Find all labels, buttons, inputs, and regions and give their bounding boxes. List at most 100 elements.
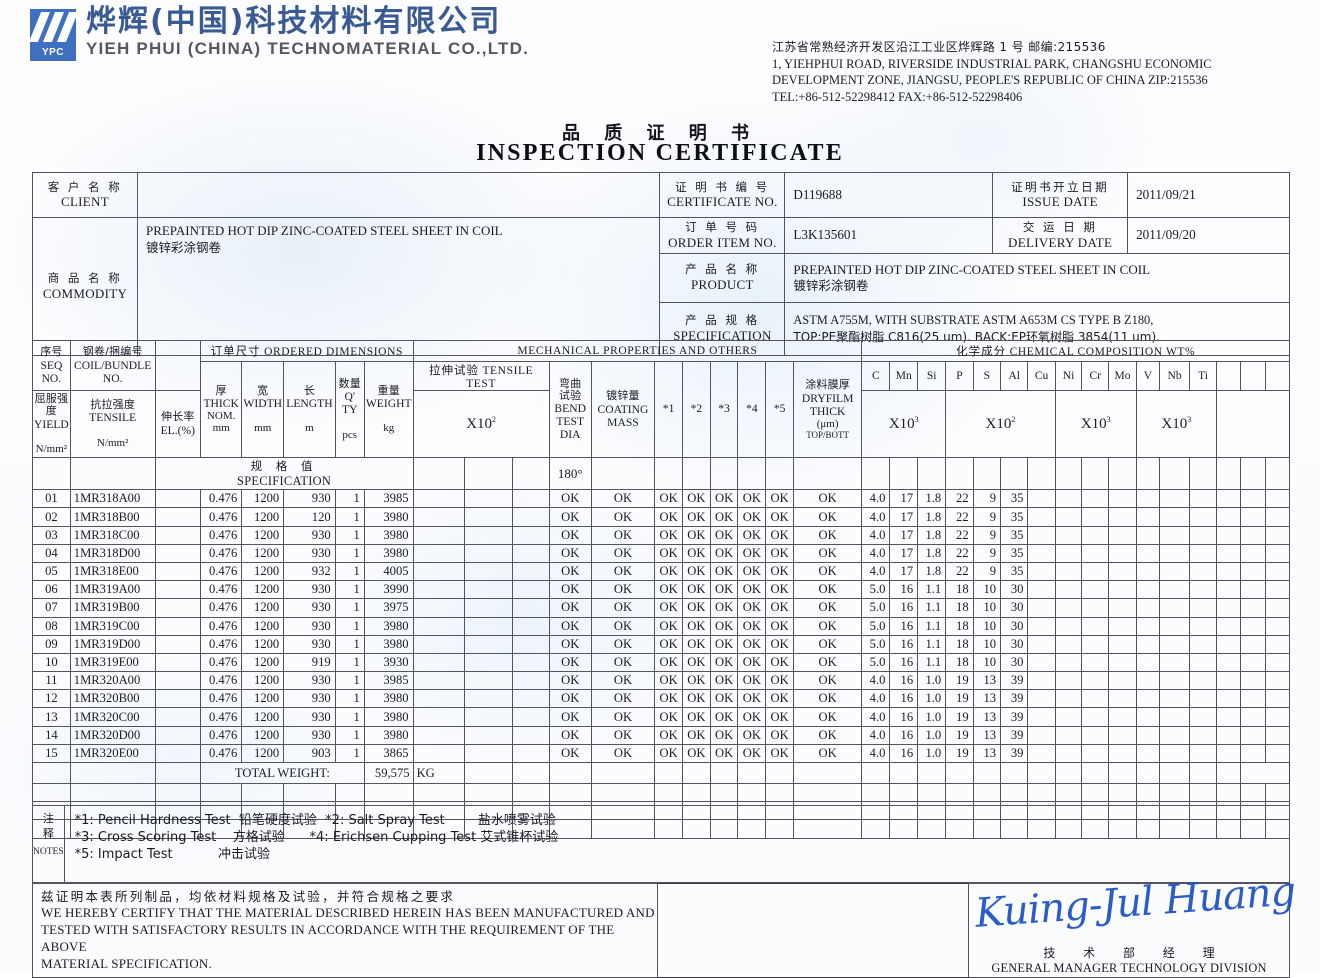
test-2-cell: OK bbox=[681, 489, 711, 509]
test-1-cell: OK bbox=[654, 507, 683, 527]
chem-cu-cell bbox=[1027, 507, 1056, 527]
chem-al-cell: 39 bbox=[1000, 707, 1029, 727]
chem-ni-cell bbox=[1054, 507, 1083, 527]
chem-ti-cell bbox=[1189, 580, 1217, 600]
bend-test-cell: OK bbox=[548, 652, 592, 673]
bend-test-cell: OK bbox=[548, 725, 592, 745]
bend-test-cell: OK bbox=[548, 561, 592, 582]
yield-cell bbox=[412, 671, 465, 691]
chem-ni-cell bbox=[1054, 707, 1083, 727]
width-cell: 1200 bbox=[241, 652, 285, 673]
chem-al-cell: 35 bbox=[1000, 507, 1029, 527]
chem-cr-cell bbox=[1081, 671, 1110, 691]
empty-cell bbox=[154, 783, 202, 803]
chem-cu-cell bbox=[1027, 489, 1056, 509]
chem-v-cell bbox=[1135, 616, 1160, 636]
chem-mn-cell: 16 bbox=[889, 725, 919, 745]
thickness-cell: 0.476 bbox=[200, 525, 243, 545]
test-5-cell: OK bbox=[765, 671, 794, 691]
order-no-label: 订 单 号 码 ORDER ITEM NO. bbox=[659, 217, 786, 254]
elongation-cell bbox=[512, 725, 550, 745]
total-blank-15 bbox=[972, 762, 1002, 785]
spec-row-b2 bbox=[1240, 457, 1266, 491]
chem-p-cell: 18 bbox=[945, 598, 974, 618]
chem-c-cell: 4.0 bbox=[861, 525, 891, 545]
chem-al-cell: 30 bbox=[1000, 634, 1029, 654]
quantity-cell: 1 bbox=[334, 689, 365, 709]
seq-cell: 13 bbox=[32, 707, 71, 727]
spacer-cell bbox=[154, 598, 202, 618]
spacer-cell bbox=[154, 616, 202, 636]
chem-blank-1 bbox=[1215, 543, 1242, 563]
quantity-cell: 1 bbox=[334, 525, 365, 545]
coil-no-cell: 1MR319A00 bbox=[69, 580, 156, 600]
elongation-cell bbox=[512, 489, 550, 509]
test-3-cell: OK bbox=[709, 525, 739, 545]
header-element-Al: Al bbox=[1000, 361, 1029, 391]
chem-blank-1 bbox=[1215, 689, 1242, 709]
chem-si-cell: 1.8 bbox=[917, 543, 947, 563]
chem-cu-cell bbox=[1027, 707, 1056, 727]
header-element-Ti: Ti bbox=[1189, 361, 1217, 391]
coating-mass-cell: OK bbox=[590, 525, 656, 545]
empty-cell bbox=[654, 783, 683, 803]
chem-s-cell: 9 bbox=[972, 507, 1002, 527]
chem-mo-cell bbox=[1108, 507, 1137, 527]
total-blank-4 bbox=[590, 762, 656, 785]
header-element-P: P bbox=[945, 361, 974, 391]
coil-no-cell: 1MR320A00 bbox=[69, 671, 156, 691]
chem-blank-1 bbox=[1215, 634, 1242, 654]
header-test-4: *4 bbox=[737, 360, 767, 459]
chem-mo-cell bbox=[1108, 707, 1137, 727]
chem-p-cell: 22 bbox=[945, 489, 974, 509]
coil-no-cell: 1MR318A00 bbox=[69, 489, 156, 509]
width-cell: 1200 bbox=[241, 689, 285, 709]
footer-table: 兹证明本表所列制品，均依材料规格及试验，并符合规格之要求 WE HEREBY C… bbox=[32, 869, 1297, 978]
table-empty-row bbox=[32, 783, 1291, 803]
seq-cell: 08 bbox=[32, 616, 71, 636]
chem-ti-cell bbox=[1189, 507, 1217, 527]
quantity-cell: 1 bbox=[334, 707, 365, 727]
header-multiplier-1: X102 bbox=[412, 389, 550, 459]
bend-test-cell: OK bbox=[548, 525, 592, 545]
chem-blank-1 bbox=[1215, 489, 1242, 509]
chem-blank-1 bbox=[1215, 743, 1242, 764]
test-4-cell: OK bbox=[737, 525, 767, 545]
tensile-cell bbox=[463, 580, 514, 600]
quantity-cell: 1 bbox=[334, 743, 365, 764]
yield-cell bbox=[412, 598, 465, 618]
total-blank-12 bbox=[889, 762, 919, 785]
test-2-cell: OK bbox=[681, 507, 711, 527]
document-header: YPC 烨辉(中国)科技材料有限公司 YIEH PHUI (CHINA) TEC… bbox=[0, 0, 1320, 105]
chem-nb-cell bbox=[1158, 689, 1191, 709]
chem-si-cell: 1.0 bbox=[917, 689, 947, 709]
coating-mass-cell: OK bbox=[590, 616, 656, 636]
address-en-line1: 1, YIEHPHUI ROAD, RIVERSIDE INDUSTRIAL P… bbox=[772, 56, 1212, 71]
empty-cell bbox=[1264, 783, 1291, 803]
chem-p-cell: 19 bbox=[945, 743, 974, 764]
quantity-cell: 1 bbox=[334, 634, 365, 654]
bend-test-cell: OK bbox=[548, 671, 592, 691]
chem-p-cell: 22 bbox=[945, 525, 974, 545]
test-1-cell: OK bbox=[654, 616, 683, 636]
chem-c-cell: 4.0 bbox=[861, 543, 891, 563]
table-row: 12 1MR320B00 0.476 1200 930 1 3980 OK OK OK OK OK OK… bbox=[32, 689, 1291, 709]
tensile-cell bbox=[463, 525, 514, 545]
dryfilm-cell: OK bbox=[792, 598, 863, 618]
address-en-line2: DEVELOPMENT ZONE, JIANGSU, PEOPLE'S REPU… bbox=[772, 73, 1208, 88]
logo-text: YPC bbox=[41, 47, 65, 58]
coating-mass-cell: OK bbox=[590, 598, 656, 618]
tensile-cell bbox=[463, 507, 514, 527]
total-blank-19 bbox=[1081, 762, 1110, 785]
chem-s-cell: 9 bbox=[972, 525, 1002, 545]
chem-p-cell: 22 bbox=[945, 543, 974, 563]
commodity-value: PREPAINTED HOT DIP ZINC-COATED STEEL SHE… bbox=[136, 217, 661, 356]
coil-no-cell: 1MR320E00 bbox=[69, 743, 156, 764]
chem-cu-cell bbox=[1027, 616, 1056, 636]
empty-cell bbox=[917, 783, 947, 803]
chem-ti-cell bbox=[1189, 634, 1217, 654]
test-1-cell: OK bbox=[654, 489, 683, 509]
spec-row-tensile bbox=[463, 457, 514, 491]
elongation-cell bbox=[512, 543, 550, 563]
chem-v-cell bbox=[1135, 743, 1160, 764]
